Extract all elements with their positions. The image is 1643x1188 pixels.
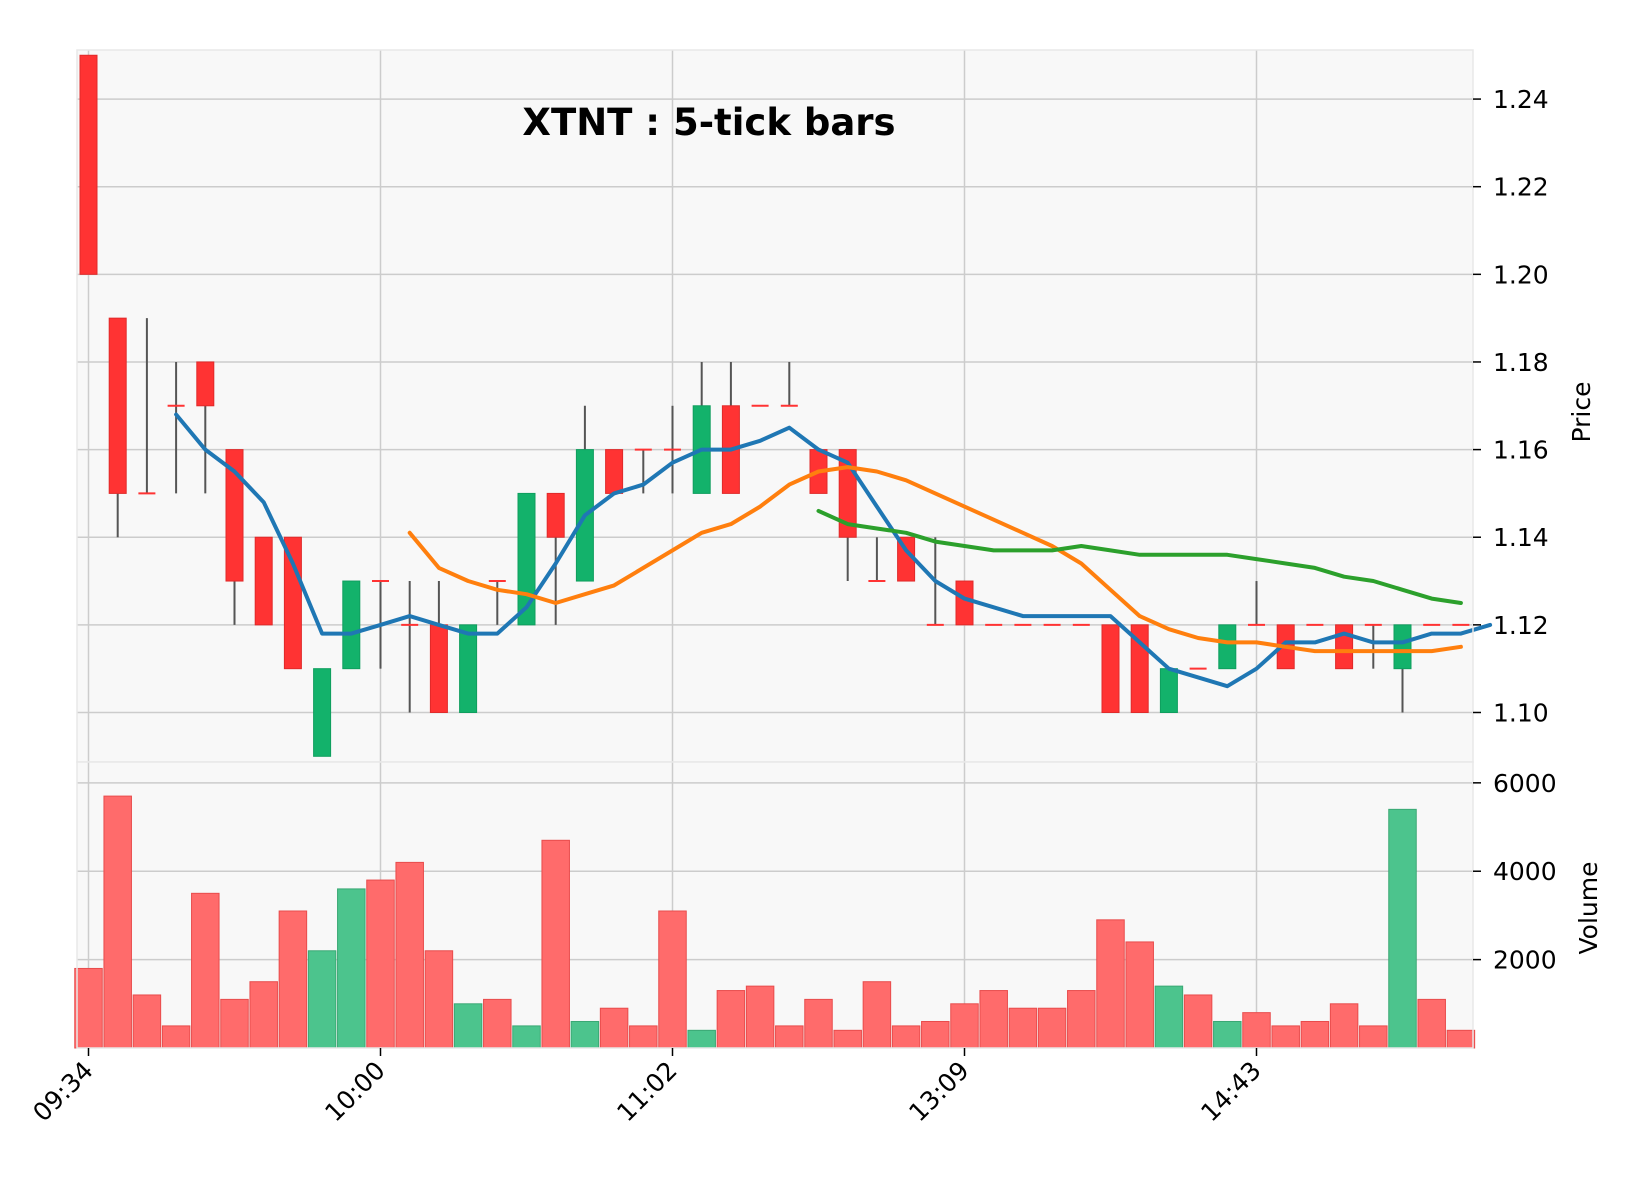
- volume-bars: [74, 795, 1476, 1049]
- volume-bar: [541, 839, 570, 1049]
- volume-bar: [395, 861, 424, 1049]
- volume-bar: [191, 892, 220, 1049]
- volume-tick-label: 6000: [1493, 769, 1557, 798]
- price-tick-label: 1.12: [1493, 611, 1549, 640]
- volume-bar: [921, 1020, 950, 1049]
- volume-bar: [1125, 941, 1154, 1049]
- volume-bar: [1037, 1007, 1067, 1049]
- candle-body: [1218, 624, 1237, 670]
- volume-bar: [249, 981, 278, 1049]
- volume-bar: [1300, 1020, 1330, 1049]
- candle-body: [1393, 624, 1412, 670]
- volume-axis-label: Volume: [1574, 862, 1603, 955]
- price-tick-label: 1.24: [1493, 85, 1549, 114]
- volume-bar: [950, 1003, 979, 1049]
- volume-bar: [1067, 990, 1096, 1049]
- volume-bar: [570, 1020, 600, 1049]
- price-tick-label: 1.16: [1493, 436, 1549, 465]
- candle-body: [342, 580, 361, 670]
- volume-bar: [804, 998, 833, 1049]
- x-tick-label: 09:34: [27, 1056, 98, 1127]
- candle-body: [1335, 624, 1354, 670]
- candle-body: [283, 536, 302, 670]
- volume-bar: [307, 950, 337, 1049]
- volume-bar: [862, 981, 892, 1049]
- candlesticks: [79, 54, 1470, 757]
- volume-bar: [599, 1007, 629, 1049]
- volume-bar: [1446, 1029, 1476, 1049]
- volume-y-axis: 2000 4000 6000: [1473, 769, 1557, 975]
- volume-bar: [1271, 1025, 1300, 1049]
- volume-bar: [1388, 808, 1417, 1049]
- volume-bar: [453, 1003, 483, 1049]
- volume-bar: [74, 967, 103, 1049]
- price-tick-label: 1.18: [1493, 348, 1549, 377]
- price-tick-label: 1.14: [1493, 523, 1549, 552]
- volume-bar: [658, 910, 687, 1049]
- volume-bar: [687, 1029, 716, 1049]
- candle-body: [108, 317, 127, 494]
- volume-tick-label: 2000: [1493, 946, 1557, 975]
- volume-bar: [1154, 985, 1184, 1049]
- volume-bar: [1242, 1012, 1271, 1049]
- candle-body: [429, 624, 448, 713]
- volume-bar: [278, 910, 308, 1049]
- x-tick-label: 10:00: [319, 1056, 390, 1127]
- chart-title: XTNT : 5-tick bars: [522, 101, 895, 144]
- volume-bar: [1096, 919, 1125, 1049]
- volume-panel-frame: [76, 761, 1474, 1049]
- volume-bar: [891, 1025, 921, 1049]
- volume-bar: [1213, 1020, 1242, 1049]
- price-y-axis: 1.10 1.12 1.14 1.16 1.18 1.20 1.22 1.24: [1473, 85, 1549, 727]
- candle-body: [459, 624, 478, 713]
- candle-body: [313, 668, 332, 757]
- volume-tick-label: 4000: [1493, 857, 1557, 886]
- moving-average-lines: [174, 412, 1493, 689]
- candle-body: [79, 54, 98, 275]
- x-tick-label: 13:09: [903, 1056, 974, 1127]
- volume-bar: [1183, 994, 1213, 1049]
- volume-bar: [220, 998, 249, 1049]
- volume-bar: [1359, 1025, 1388, 1049]
- volume-bar: [132, 994, 162, 1049]
- x-axis: 09:34 10:00 11:02 13:09 14:43: [27, 1048, 1267, 1127]
- candle-body: [254, 536, 273, 626]
- candle-body: [1159, 668, 1178, 713]
- volume-bar: [424, 950, 454, 1049]
- volume-bar: [337, 888, 366, 1049]
- volume-bar: [103, 795, 132, 1049]
- price-tick-label: 1.20: [1493, 260, 1549, 289]
- moving-average-line: [174, 412, 1493, 689]
- volume-bar: [775, 1025, 804, 1049]
- price-tick-label: 1.22: [1493, 173, 1549, 202]
- volume-bar: [366, 879, 395, 1049]
- volume-bar: [483, 998, 512, 1049]
- moving-average-line: [816, 508, 1463, 605]
- volume-bar: [833, 1029, 862, 1049]
- candle-body: [546, 492, 565, 538]
- volume-bar: [1008, 1007, 1038, 1049]
- volume-bar: [716, 990, 746, 1049]
- price-axis-label: Price: [1567, 382, 1596, 443]
- volume-bar: [745, 985, 775, 1049]
- volume-bar: [629, 1025, 658, 1049]
- candle-body: [225, 449, 244, 582]
- x-tick-label: 14:43: [1195, 1056, 1266, 1127]
- candle-body: [196, 361, 215, 407]
- volume-bar: [1329, 1003, 1359, 1049]
- x-tick-label: 11:02: [611, 1056, 682, 1127]
- volume-gridlines: [77, 762, 1473, 1048]
- volume-bar: [1417, 998, 1446, 1049]
- volume-bar: [161, 1025, 191, 1049]
- candle-body: [955, 580, 974, 626]
- price-tick-label: 1.10: [1493, 698, 1549, 727]
- candle-body: [1101, 624, 1120, 713]
- volume-bar: [979, 990, 1008, 1049]
- moving-average-line: [407, 465, 1463, 654]
- volume-bar: [512, 1025, 541, 1049]
- candle-body: [605, 449, 624, 494]
